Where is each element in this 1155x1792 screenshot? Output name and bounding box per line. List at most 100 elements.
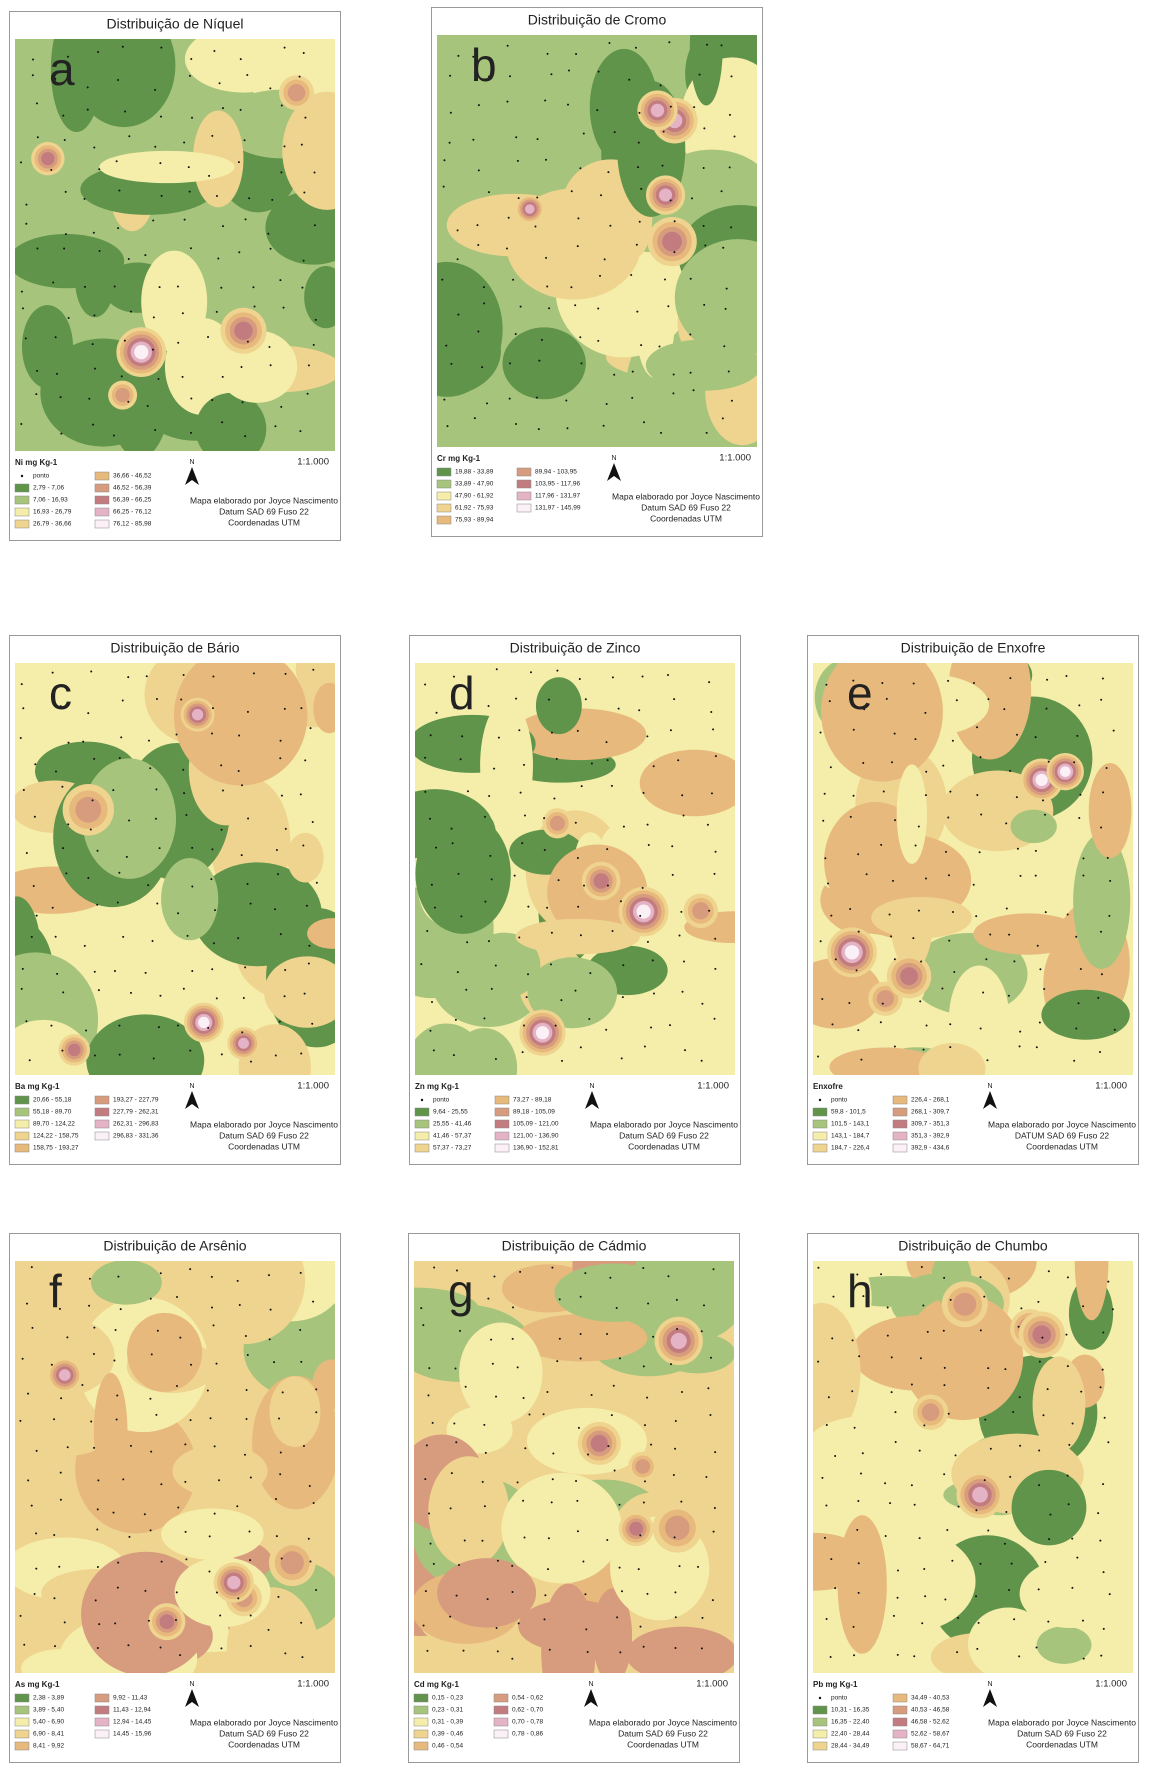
sample-point xyxy=(920,1357,922,1359)
legend-swatch xyxy=(437,480,451,488)
sample-point xyxy=(62,991,64,993)
sample-point xyxy=(661,165,663,167)
sample-point xyxy=(607,171,609,173)
hotspot xyxy=(68,1044,81,1057)
sample-point xyxy=(112,789,114,791)
sample-point xyxy=(606,848,608,850)
sample-point xyxy=(943,1277,945,1279)
sample-point xyxy=(433,1266,435,1268)
map-panel: Distribuição de ZincodZn mg Kg-1ponto9,6… xyxy=(370,636,782,1165)
sample-point xyxy=(284,995,286,997)
sample-point xyxy=(979,1563,981,1565)
sample-point xyxy=(21,291,23,293)
sample-point xyxy=(189,75,191,77)
zone xyxy=(94,1373,128,1490)
sample-point xyxy=(895,1441,897,1443)
sample-point xyxy=(1008,1277,1010,1279)
legend-swatch xyxy=(15,1132,29,1140)
legend-label: 143,1 - 184,7 xyxy=(831,1133,870,1140)
sample-point xyxy=(176,1296,178,1298)
legend-swatch xyxy=(15,1108,29,1116)
legend-swatch xyxy=(495,1120,509,1128)
legend-swatch xyxy=(15,1144,29,1152)
sample-point xyxy=(443,186,445,188)
sample-point xyxy=(312,1301,314,1303)
legend-swatch xyxy=(414,1694,428,1702)
sample-point xyxy=(976,726,978,728)
sample-point xyxy=(121,375,123,377)
scale-text: 1:1.000 xyxy=(719,453,751,464)
sample-point xyxy=(238,734,240,736)
sample-point xyxy=(285,828,287,830)
sample-point xyxy=(701,1003,703,1005)
sample-point xyxy=(675,1616,677,1618)
sample-point xyxy=(36,102,38,104)
sample-point xyxy=(1016,734,1018,736)
sample-point xyxy=(53,1597,55,1599)
sample-point xyxy=(1068,1444,1070,1446)
sample-point xyxy=(430,1543,432,1545)
hotspot xyxy=(59,1369,71,1381)
sample-point xyxy=(52,907,54,909)
panel-letter: e xyxy=(847,667,873,719)
sample-point xyxy=(828,1396,830,1398)
sample-point xyxy=(515,333,517,335)
sample-point xyxy=(891,761,893,763)
sample-point xyxy=(1100,826,1102,828)
sample-point xyxy=(245,218,247,220)
zone xyxy=(1075,1204,1109,1320)
sample-point xyxy=(301,287,303,289)
sample-point xyxy=(984,1419,986,1421)
sample-point xyxy=(50,169,52,171)
sample-point xyxy=(523,1397,525,1399)
sample-point xyxy=(1038,1484,1040,1486)
legend-label: 226,4 - 268,1 xyxy=(911,1097,950,1104)
credit-line: Mapa elaborado por Joyce Nascimento xyxy=(190,1119,338,1129)
sample-point xyxy=(150,1298,152,1300)
sample-point xyxy=(1003,708,1005,710)
panel-title: Distribuição de Chumbo xyxy=(898,1238,1048,1254)
sample-point xyxy=(714,938,716,940)
sample-point xyxy=(482,1481,484,1483)
sample-point xyxy=(242,401,244,403)
sample-point xyxy=(97,850,99,852)
sample-point xyxy=(922,1305,924,1307)
legend-label: 2,38 - 3,89 xyxy=(33,1695,64,1702)
legend-swatch xyxy=(495,1096,509,1104)
legend-swatch xyxy=(15,1096,29,1104)
sample-point xyxy=(712,1599,714,1601)
sample-point xyxy=(314,224,316,226)
sample-point xyxy=(308,945,310,947)
sample-point xyxy=(97,1479,99,1481)
sample-point xyxy=(94,1055,96,1057)
hotspot xyxy=(115,388,129,402)
sample-point xyxy=(488,705,490,707)
hotspot xyxy=(1036,774,1048,786)
sample-point xyxy=(518,729,520,731)
sample-point xyxy=(483,286,485,288)
sample-point xyxy=(92,424,94,426)
sample-point xyxy=(270,364,272,366)
north-label: N xyxy=(987,1681,992,1688)
sample-point xyxy=(315,1589,317,1591)
legend-label: 52,62 - 58,67 xyxy=(911,1731,950,1738)
sample-point xyxy=(460,915,462,917)
sample-point xyxy=(211,848,213,850)
sample-point xyxy=(703,1304,705,1306)
sample-point xyxy=(547,53,549,55)
north-label: N xyxy=(189,459,194,466)
sample-point xyxy=(185,1531,187,1533)
sample-point xyxy=(982,991,984,993)
sample-point xyxy=(156,698,158,700)
sample-point xyxy=(522,1500,524,1502)
sample-point xyxy=(681,1391,683,1393)
sample-point xyxy=(279,757,281,759)
sample-point xyxy=(990,1448,992,1450)
sample-point xyxy=(914,738,916,740)
zone xyxy=(760,1533,869,1591)
legend-label: 101,5 - 143,1 xyxy=(831,1121,870,1128)
sample-point xyxy=(315,1411,317,1413)
sample-point xyxy=(128,1536,130,1538)
sample-point xyxy=(216,311,218,313)
sample-point xyxy=(646,1593,648,1595)
